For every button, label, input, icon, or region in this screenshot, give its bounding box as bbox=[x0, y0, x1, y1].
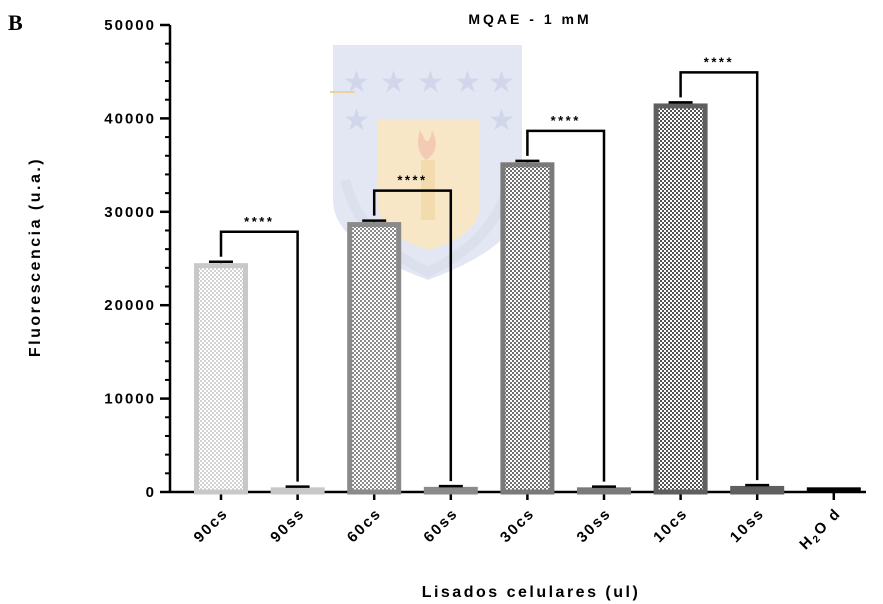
svg-text:★: ★ bbox=[417, 65, 444, 100]
y-tick-label: 40000 bbox=[104, 110, 156, 127]
y-tick-label: 10000 bbox=[104, 391, 156, 408]
svg-text:★: ★ bbox=[488, 103, 515, 138]
bar-90ss bbox=[273, 490, 322, 492]
svg-text:★: ★ bbox=[343, 103, 370, 138]
svg-text:★: ★ bbox=[488, 65, 515, 100]
bar-30cs bbox=[503, 165, 552, 492]
x-tick-label: 10ss bbox=[727, 505, 768, 546]
bars bbox=[197, 106, 860, 492]
significance-label: **** bbox=[551, 113, 581, 128]
y-axis: 0 10000 20000 30000 40000 50000 bbox=[104, 17, 170, 501]
x-tick-label: 30ss bbox=[574, 505, 615, 546]
x-tick-label: H2O d bbox=[796, 505, 846, 555]
bar-10ss bbox=[733, 488, 782, 492]
y-tick-label: 20000 bbox=[104, 297, 156, 314]
bar-10cs bbox=[656, 106, 705, 492]
svg-text:★: ★ bbox=[343, 65, 370, 100]
x-tick-label: 30cs bbox=[497, 505, 538, 546]
bar-60ss bbox=[426, 489, 475, 492]
svg-text:★: ★ bbox=[380, 65, 407, 100]
x-tick-label: 90ss bbox=[267, 505, 308, 546]
bar-60cs bbox=[350, 225, 399, 492]
bar-H2O-d bbox=[808, 488, 860, 492]
significance-label: **** bbox=[244, 214, 274, 229]
significance-label: **** bbox=[397, 173, 427, 188]
significance-label: **** bbox=[704, 54, 734, 69]
y-tick-label: 50000 bbox=[104, 17, 156, 34]
x-tick-label: 10cs bbox=[650, 505, 691, 546]
chart-title: MQAE - 1 mM bbox=[468, 11, 591, 27]
bar-90cs bbox=[197, 266, 246, 492]
x-tick-label: 60cs bbox=[344, 505, 385, 546]
bar-30ss bbox=[580, 490, 629, 492]
x-tick-label: 60ss bbox=[420, 505, 461, 546]
y-axis-title: Fluorescencia (u.a.) bbox=[27, 157, 44, 357]
x-tick-label: 90cs bbox=[191, 505, 232, 546]
svg-text:★: ★ bbox=[454, 65, 481, 100]
y-tick-label: 0 bbox=[146, 484, 156, 501]
x-axis: 90cs 90ss 60cs 60ss 30cs 30ss 10cs 10ss H2O d bbox=[170, 492, 866, 555]
x-axis-title: Lisados celulares (ul) bbox=[422, 584, 641, 601]
y-tick-label: 30000 bbox=[104, 204, 156, 221]
